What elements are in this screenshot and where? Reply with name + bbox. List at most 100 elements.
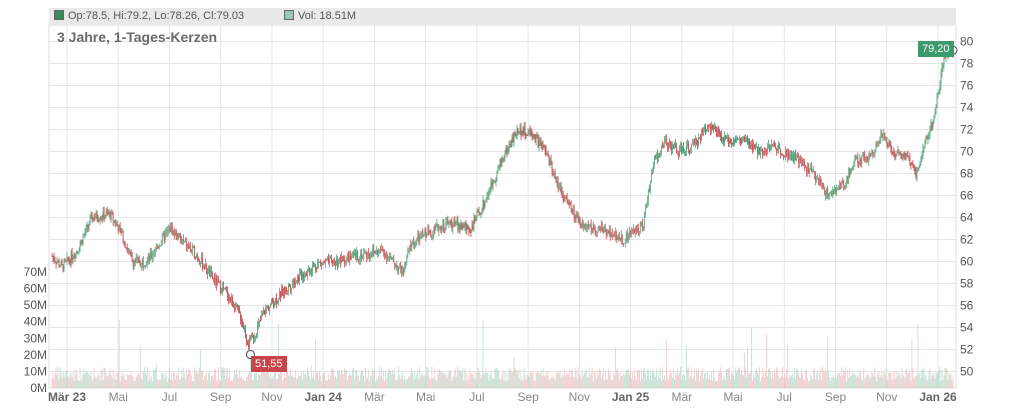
volume-bar bbox=[540, 369, 542, 388]
candle-body bbox=[859, 157, 861, 166]
candle-body bbox=[140, 263, 142, 266]
candle-body bbox=[939, 85, 941, 91]
volume-bar bbox=[701, 371, 702, 388]
volume-bar bbox=[627, 369, 629, 388]
time-tick-label: Jul bbox=[162, 390, 177, 404]
volume-bar bbox=[658, 377, 660, 388]
candle-body bbox=[63, 260, 65, 270]
volume-bar bbox=[344, 367, 345, 388]
candle-body bbox=[643, 214, 645, 228]
volume-bar bbox=[638, 370, 640, 388]
candle-body bbox=[824, 188, 826, 194]
candle-body bbox=[690, 147, 691, 151]
volume-bar bbox=[128, 375, 130, 388]
candle-body bbox=[116, 223, 118, 226]
volume-bar bbox=[730, 378, 731, 388]
candle-body bbox=[639, 222, 641, 231]
volume-bar bbox=[611, 380, 613, 388]
candle-body bbox=[354, 253, 356, 255]
candle-body bbox=[625, 232, 627, 240]
candle-body bbox=[511, 137, 513, 147]
volume-bar bbox=[401, 375, 403, 388]
candle-body bbox=[572, 209, 574, 214]
volume-bar bbox=[376, 378, 378, 388]
candle-body bbox=[298, 276, 299, 281]
candle-body bbox=[918, 166, 920, 170]
volume-bar bbox=[454, 369, 456, 388]
candle-body bbox=[544, 147, 546, 150]
candle-body bbox=[821, 183, 823, 184]
candle-body bbox=[522, 130, 524, 134]
candle-body bbox=[456, 220, 458, 224]
candle-body bbox=[119, 225, 121, 229]
candle-body bbox=[689, 150, 690, 152]
candle-body bbox=[605, 229, 607, 235]
volume-bar bbox=[894, 371, 896, 388]
candle-body bbox=[264, 310, 265, 314]
volume-bar bbox=[550, 376, 552, 388]
volume-bar bbox=[543, 376, 545, 388]
volume-legend: Vol: 18.51M bbox=[284, 8, 356, 25]
candle-body bbox=[758, 148, 759, 154]
candle-body bbox=[652, 165, 654, 172]
candle-body bbox=[266, 308, 267, 310]
volume-bar bbox=[579, 374, 581, 388]
volume-bar bbox=[269, 376, 270, 388]
volume-bar bbox=[843, 368, 845, 388]
candle-body bbox=[903, 153, 905, 155]
volume-bar bbox=[280, 371, 281, 388]
candle-body bbox=[146, 260, 148, 264]
candle-body bbox=[578, 218, 580, 221]
volume-bar bbox=[705, 372, 706, 388]
candle-body bbox=[504, 153, 506, 158]
candle-body bbox=[512, 137, 514, 143]
candle-body bbox=[863, 154, 865, 157]
price-tick-label: 70 bbox=[960, 145, 974, 159]
volume-bar bbox=[747, 347, 748, 388]
volume-bar bbox=[433, 379, 435, 388]
candle-body bbox=[418, 234, 420, 242]
volume-bar bbox=[412, 372, 414, 388]
candle-body bbox=[920, 157, 922, 163]
candle-body bbox=[792, 153, 793, 161]
volume-bar bbox=[519, 369, 521, 388]
volume-bar bbox=[145, 374, 147, 388]
candle-body bbox=[919, 162, 921, 167]
volume-bar bbox=[511, 372, 513, 388]
volume-bar bbox=[829, 377, 831, 388]
candle-body bbox=[280, 291, 281, 298]
volume-bar bbox=[681, 380, 682, 388]
candle-body bbox=[167, 229, 169, 231]
volume-bar bbox=[863, 368, 865, 388]
volume-bar bbox=[51, 377, 53, 388]
candle-body bbox=[483, 200, 485, 207]
candle-body bbox=[495, 177, 497, 182]
candle-body bbox=[218, 279, 219, 282]
volume-bar bbox=[884, 374, 886, 388]
volume-bar bbox=[851, 375, 853, 388]
candle-body bbox=[677, 151, 678, 153]
candle-body bbox=[289, 285, 290, 287]
candle-body bbox=[546, 154, 548, 156]
candle-body bbox=[926, 137, 928, 140]
volume-bar bbox=[290, 368, 291, 388]
volume-bar bbox=[484, 372, 486, 388]
volume-bar bbox=[557, 371, 559, 388]
candle-body bbox=[165, 231, 167, 234]
candle-body bbox=[832, 190, 834, 196]
candle-body bbox=[257, 326, 258, 336]
candle-body bbox=[601, 224, 603, 231]
volume-bar bbox=[415, 378, 417, 388]
volume-bar bbox=[317, 370, 318, 388]
candle-body bbox=[128, 249, 130, 252]
candle-body bbox=[83, 234, 85, 237]
candle-body bbox=[194, 257, 196, 259]
volume-bar bbox=[340, 374, 341, 388]
candle-body bbox=[762, 148, 763, 155]
volume-bar bbox=[741, 370, 742, 388]
volume-bar bbox=[607, 368, 609, 388]
volume-bar bbox=[318, 378, 319, 388]
candle-body bbox=[92, 217, 94, 221]
candle-body bbox=[655, 154, 657, 159]
price-tick-label: 56 bbox=[960, 299, 974, 313]
